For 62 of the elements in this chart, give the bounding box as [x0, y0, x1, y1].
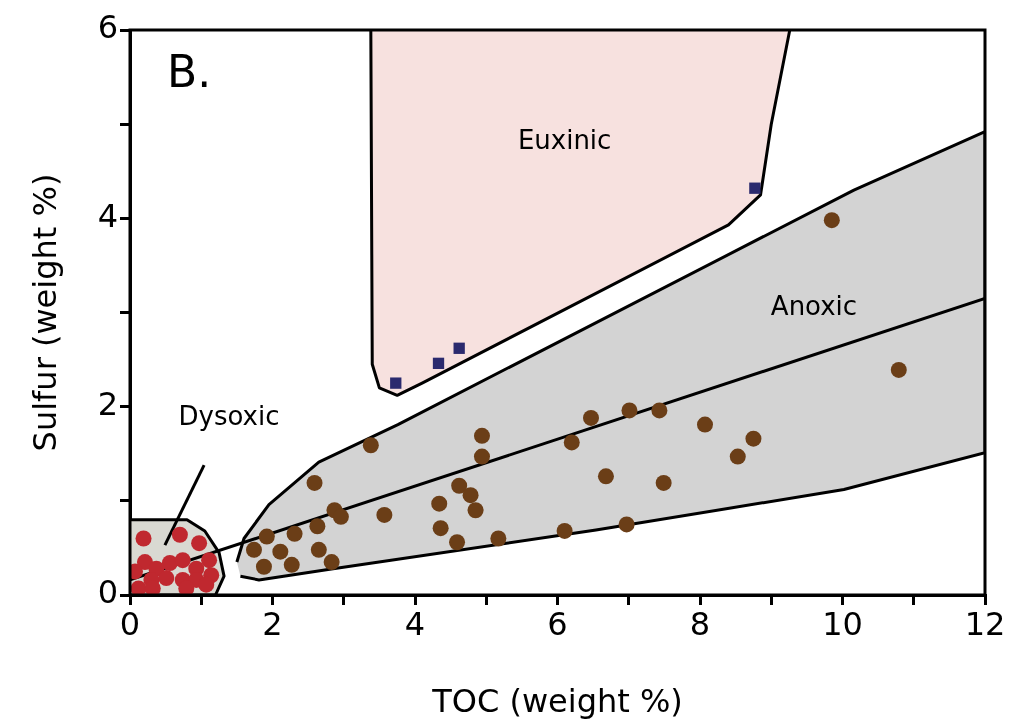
point — [473, 427, 490, 444]
point — [473, 448, 490, 465]
point — [490, 530, 507, 547]
point — [310, 541, 327, 558]
point — [890, 361, 907, 378]
annotation: Euxinic — [517, 124, 612, 155]
point — [696, 416, 713, 433]
point — [332, 508, 349, 525]
x-tick-label: 4 — [404, 604, 426, 643]
x-tick-label: 8 — [689, 604, 711, 643]
point — [467, 502, 484, 519]
point — [449, 534, 466, 551]
point — [749, 182, 761, 194]
point — [432, 357, 445, 370]
y-tick-label: 4 — [97, 196, 118, 235]
point — [745, 430, 762, 447]
point — [198, 576, 215, 593]
point — [655, 474, 672, 491]
x-tick-label: 12 — [964, 604, 1006, 643]
point — [245, 541, 262, 558]
point — [286, 525, 303, 542]
point — [323, 554, 340, 571]
y-tick-label: 2 — [97, 384, 118, 423]
y-tick-label: 6 — [97, 8, 118, 47]
x-tick-label: 6 — [547, 604, 568, 643]
point — [174, 552, 191, 569]
point — [451, 477, 468, 494]
annotation: Dysoxic — [178, 400, 280, 431]
point — [618, 516, 635, 533]
point — [651, 402, 668, 419]
point — [309, 518, 326, 535]
y-axis-title: Sulfur (weight %) — [25, 173, 64, 452]
point — [272, 543, 289, 560]
point — [306, 474, 323, 491]
point — [462, 487, 479, 504]
point — [376, 506, 393, 523]
point — [432, 520, 449, 537]
point — [258, 528, 275, 545]
point — [201, 552, 218, 569]
point — [283, 556, 300, 573]
point — [431, 495, 448, 512]
point — [135, 530, 152, 547]
x-tick-label: 2 — [262, 604, 283, 643]
point — [563, 434, 580, 451]
point — [823, 212, 840, 229]
x-tick-label: 10 — [822, 604, 863, 643]
point — [597, 468, 614, 485]
point — [191, 535, 208, 552]
annotation: Anoxic — [770, 290, 858, 321]
point — [729, 448, 746, 465]
y-tick-label: 0 — [97, 573, 118, 612]
point — [582, 409, 599, 426]
point — [453, 342, 465, 354]
x-axis-title: TOC (weight %) — [431, 682, 683, 721]
point — [621, 402, 638, 419]
point — [158, 570, 175, 587]
point — [255, 558, 272, 575]
point — [362, 437, 379, 454]
point — [390, 377, 402, 389]
point — [171, 526, 188, 543]
annotation: B. — [167, 45, 212, 97]
point — [556, 522, 573, 539]
